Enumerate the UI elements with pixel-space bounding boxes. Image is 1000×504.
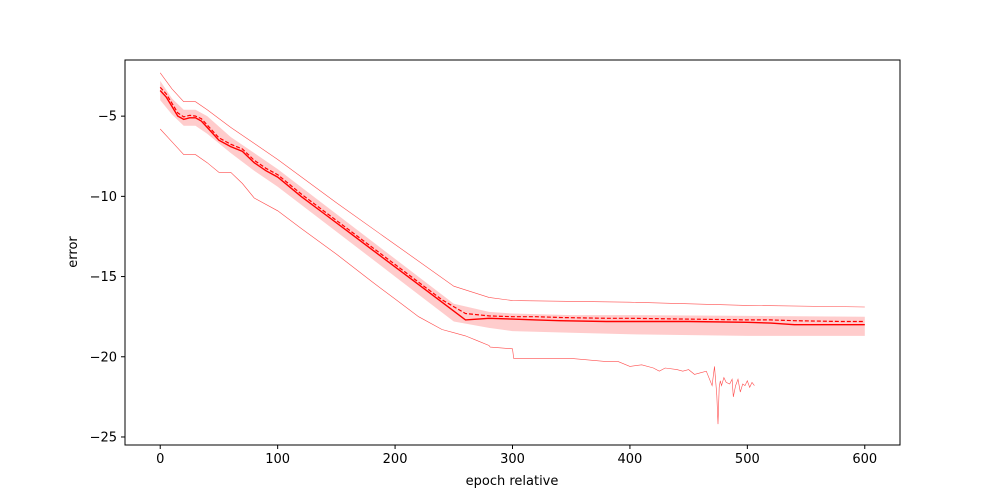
x-axis-ticks: 0 100 200 300 400 500 600 xyxy=(156,445,877,467)
series-median-line xyxy=(159,90,865,326)
y-tick-label: −10 xyxy=(90,190,117,205)
x-tick-label: 200 xyxy=(383,452,408,467)
y-tick-label: −25 xyxy=(90,430,117,445)
series-layer xyxy=(159,72,865,425)
x-tick-label: 600 xyxy=(852,452,877,467)
series-min-line xyxy=(159,128,755,425)
series-mean-line xyxy=(159,86,865,323)
y-tick-label: −5 xyxy=(98,110,117,125)
x-axis-label: epoch relative xyxy=(466,474,559,489)
plot-background xyxy=(125,60,900,445)
x-tick-label: 0 xyxy=(156,452,164,467)
x-tick-label: 100 xyxy=(265,452,290,467)
x-tick-label: 500 xyxy=(735,452,760,467)
x-tick-label: 400 xyxy=(618,452,643,467)
y-axis-label: error xyxy=(66,236,81,268)
y-tick-label: −20 xyxy=(90,350,117,365)
y-tick-label: −15 xyxy=(90,270,117,285)
series-max-line xyxy=(159,72,865,308)
y-axis-ticks: −5 −10 −15 −20 −25 xyxy=(90,110,125,445)
x-tick-label: 300 xyxy=(500,452,525,467)
